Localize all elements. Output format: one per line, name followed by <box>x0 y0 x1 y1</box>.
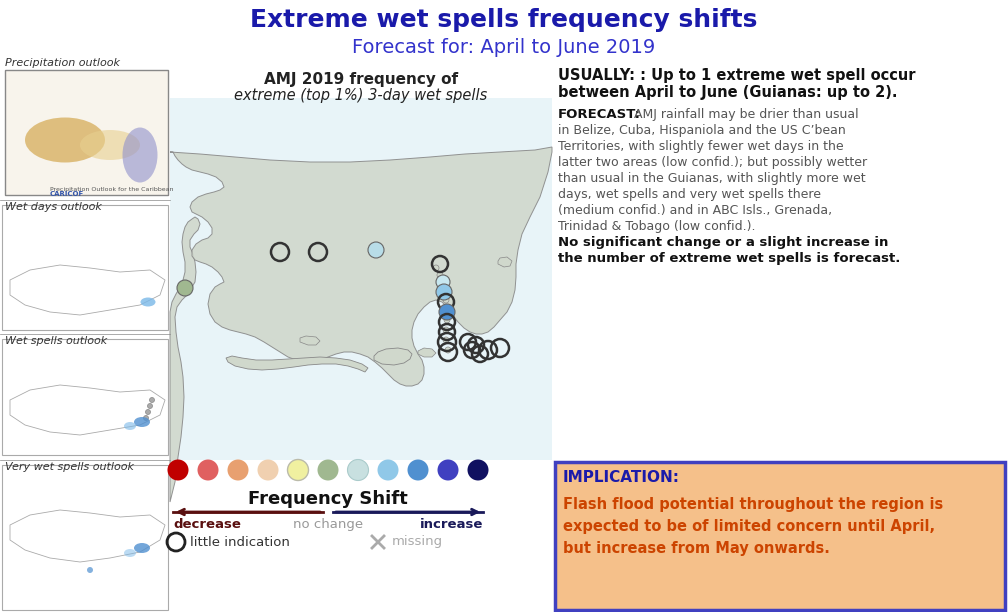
Circle shape <box>318 460 339 480</box>
Circle shape <box>167 460 188 480</box>
Text: days, wet spells and very wet spells there: days, wet spells and very wet spells the… <box>558 188 821 201</box>
Text: Forecast for: April to June 2019: Forecast for: April to June 2019 <box>353 38 655 57</box>
Circle shape <box>145 409 150 414</box>
Ellipse shape <box>80 130 140 160</box>
Circle shape <box>442 288 448 294</box>
Text: extreme (top 1%) 3-day wet spells: extreme (top 1%) 3-day wet spells <box>235 88 488 103</box>
Circle shape <box>348 460 369 480</box>
Circle shape <box>378 460 398 480</box>
Text: Wet days outlook: Wet days outlook <box>5 202 102 212</box>
Circle shape <box>147 403 152 408</box>
Circle shape <box>433 265 439 271</box>
Circle shape <box>443 337 449 343</box>
Ellipse shape <box>25 118 105 163</box>
Circle shape <box>444 317 450 323</box>
Circle shape <box>443 327 449 333</box>
Circle shape <box>440 280 446 286</box>
Text: Extreme wet spells frequency shifts: Extreme wet spells frequency shifts <box>250 8 758 32</box>
Text: expected to be of limited concern until April,: expected to be of limited concern until … <box>563 519 935 534</box>
Text: increase: increase <box>419 518 483 531</box>
Text: the number of extreme wet spells is forecast.: the number of extreme wet spells is fore… <box>558 252 900 265</box>
Text: no change: no change <box>293 518 363 531</box>
Text: (medium confid.) and in ABC Isls., Grenada,: (medium confid.) and in ABC Isls., Grena… <box>558 204 833 217</box>
FancyBboxPatch shape <box>170 98 552 460</box>
Ellipse shape <box>140 297 155 307</box>
Circle shape <box>143 416 148 420</box>
Ellipse shape <box>124 549 136 557</box>
Circle shape <box>149 398 154 403</box>
Text: AMJ 2019 frequency of: AMJ 2019 frequency of <box>264 72 458 87</box>
Text: Trinidad & Tobago (low confid.).: Trinidad & Tobago (low confid.). <box>558 220 756 233</box>
Circle shape <box>443 297 449 303</box>
FancyBboxPatch shape <box>5 70 168 195</box>
Text: but increase from May onwards.: but increase from May onwards. <box>563 541 830 556</box>
Text: Precipitation Outlook for the Caribbean: Precipitation Outlook for the Caribbean <box>50 187 173 192</box>
Ellipse shape <box>123 127 157 182</box>
Polygon shape <box>226 356 368 372</box>
Text: FORECAST:: FORECAST: <box>558 108 641 121</box>
Polygon shape <box>300 336 320 345</box>
Circle shape <box>368 242 384 258</box>
Circle shape <box>445 347 451 353</box>
Circle shape <box>198 460 219 480</box>
Text: Frequency Shift: Frequency Shift <box>248 490 408 508</box>
Polygon shape <box>374 348 412 365</box>
Text: AMJ rainfall may be drier than usual: AMJ rainfall may be drier than usual <box>630 108 859 121</box>
Circle shape <box>468 460 489 480</box>
Text: decrease: decrease <box>173 518 241 531</box>
Text: between April to June (Guianas: up to 2).: between April to June (Guianas: up to 2)… <box>558 85 897 100</box>
FancyBboxPatch shape <box>2 465 168 610</box>
Circle shape <box>444 307 450 313</box>
Text: in Belize, Cuba, Hispaniola and the US C’bean: in Belize, Cuba, Hispaniola and the US C… <box>558 124 846 137</box>
Text: USUALLY: : Up to 1 extreme wet spell occur: USUALLY: : Up to 1 extreme wet spell occ… <box>558 68 915 83</box>
Text: Very wet spells outlook: Very wet spells outlook <box>5 462 134 472</box>
FancyBboxPatch shape <box>555 462 1005 610</box>
Circle shape <box>87 567 93 573</box>
Circle shape <box>436 284 452 300</box>
Circle shape <box>436 275 450 289</box>
Circle shape <box>177 280 193 296</box>
Polygon shape <box>498 257 512 267</box>
FancyBboxPatch shape <box>2 205 168 330</box>
Circle shape <box>437 460 459 480</box>
Polygon shape <box>418 348 436 357</box>
Text: Territories, with slightly fewer wet days in the: Territories, with slightly fewer wet day… <box>558 140 844 153</box>
Polygon shape <box>170 147 552 386</box>
Ellipse shape <box>134 417 150 427</box>
FancyBboxPatch shape <box>2 339 168 455</box>
Circle shape <box>439 304 455 320</box>
Text: IMPLICATION:: IMPLICATION: <box>563 470 680 485</box>
Text: than usual in the Guianas, with slightly more wet: than usual in the Guianas, with slightly… <box>558 172 866 185</box>
Text: little indication: little indication <box>190 536 290 548</box>
FancyBboxPatch shape <box>170 70 552 460</box>
Circle shape <box>257 460 278 480</box>
Ellipse shape <box>124 422 136 430</box>
Circle shape <box>407 460 428 480</box>
Polygon shape <box>170 217 200 502</box>
Text: CARICOF: CARICOF <box>50 191 85 197</box>
Circle shape <box>437 272 443 278</box>
Text: No significant change or a slight increase in: No significant change or a slight increa… <box>558 236 888 249</box>
Text: Flash flood potential throughout the region is: Flash flood potential throughout the reg… <box>563 497 943 512</box>
Circle shape <box>287 460 308 480</box>
Text: Wet spells outlook: Wet spells outlook <box>5 336 107 346</box>
Text: latter two areas (low confid.); but possibly wetter: latter two areas (low confid.); but poss… <box>558 156 867 169</box>
Text: Precipitation outlook: Precipitation outlook <box>5 58 120 68</box>
Circle shape <box>228 460 249 480</box>
Ellipse shape <box>134 543 150 553</box>
Text: missing: missing <box>392 536 444 548</box>
